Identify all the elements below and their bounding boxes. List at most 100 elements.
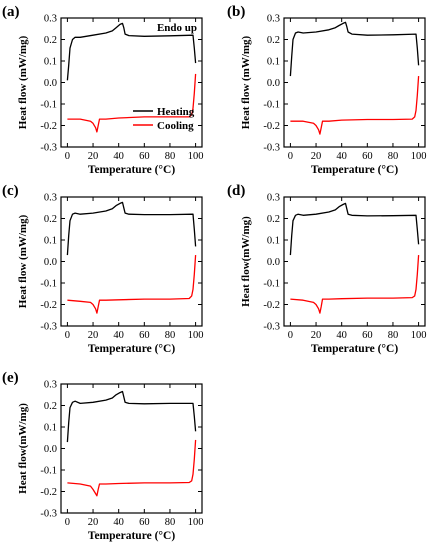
y-axis-label: Heat flow (mW/mg): [17, 35, 29, 129]
y-tick-label: -0.1: [263, 279, 280, 290]
legend-label: Heating: [157, 106, 195, 118]
x-tick-label: 100: [411, 330, 427, 341]
x-axis-label: Temperature (°C): [88, 164, 175, 176]
legend-label: Cooling: [157, 120, 194, 132]
x-tick-label: 80: [388, 330, 399, 341]
x-tick-label: 100: [188, 151, 204, 162]
y-tick-label: 0.0: [44, 444, 57, 455]
x-tick-label: 0: [65, 330, 70, 341]
x-tick-label: 20: [88, 517, 99, 528]
x-tick-label: 0: [288, 330, 293, 341]
x-axis-label: Temperature (°C): [311, 343, 398, 355]
x-tick-label: 60: [139, 151, 150, 162]
y-tick-label: 0.0: [267, 78, 280, 89]
endo-up-annotation: Endo up: [157, 22, 197, 34]
panel-label: (d): [227, 183, 245, 199]
x-tick-label: 80: [165, 330, 176, 341]
panel-label: (b): [227, 4, 245, 20]
panel-d: (d) 0 20 40 60 80 100 -0.3 -0.2 -0.1 0.0 0.1 0.2 0.3 T…: [227, 183, 426, 355]
y-tick-label: 0.3: [44, 193, 57, 204]
y-tick-label: -0.1: [263, 100, 280, 111]
y-tick-label: 0.1: [267, 236, 280, 247]
panel-label: (c): [2, 183, 19, 199]
panel-a: (a) 0 20 40 60 80 100 -0.3 -0.2 -0.1 0.0 0.1 0.2 0.3 T…: [2, 4, 203, 176]
x-tick-label: 0: [65, 517, 70, 528]
x-tick-label: 80: [388, 151, 399, 162]
y-tick-label: 0.2: [44, 214, 57, 225]
y-tick-label: -0.3: [263, 322, 280, 333]
y-tick-label: 0.0: [44, 257, 57, 268]
y-tick-label: -0.1: [40, 466, 57, 477]
heating-curve: [289, 21, 420, 77]
y-tick-label: -0.3: [40, 143, 57, 154]
x-tick-label: 60: [362, 330, 373, 341]
x-tick-label: 0: [288, 151, 293, 162]
y-tick-label: 0.1: [44, 236, 57, 247]
y-tick-label: -0.1: [40, 100, 57, 111]
y-tick-label: -0.3: [40, 509, 57, 520]
panel-c: (c) 0 20 40 60 80 100 -0.3 -0.2 -0.1 0.0 0.1 0.2 0.3 T…: [2, 183, 203, 355]
x-axis-label: Temperature (°C): [88, 343, 175, 355]
x-tick-label: 40: [336, 330, 347, 341]
x-tick-label: 40: [336, 151, 347, 162]
plot-frame: [60, 196, 203, 327]
y-axis-label: Heat flow(mW/mg): [240, 216, 252, 307]
y-tick-label: -0.1: [40, 279, 57, 290]
x-tick-label: 100: [411, 151, 427, 162]
heating-curve: [66, 390, 197, 443]
y-tick-label: 0.1: [44, 57, 57, 68]
x-tick-label: 40: [113, 330, 124, 341]
x-tick-label: 20: [88, 151, 99, 162]
cooling-curve: [67, 439, 197, 497]
x-tick-label: 20: [311, 330, 322, 341]
x-axis-label: Temperature (°C): [311, 164, 398, 176]
y-tick-label: 0.0: [44, 78, 57, 89]
x-tick-label: 20: [311, 151, 322, 162]
x-tick-label: 80: [165, 151, 176, 162]
y-tick-label: 0.0: [267, 257, 280, 268]
y-tick-label: 0.3: [44, 380, 57, 391]
x-tick-label: 80: [165, 517, 176, 528]
plot-frame: [283, 196, 426, 327]
x-tick-label: 60: [362, 151, 373, 162]
cooling-curve: [67, 255, 197, 314]
heating-curve: [66, 22, 197, 81]
y-tick-label: -0.2: [40, 487, 57, 498]
panel-e: (e) 0 20 40 60 80 100 -0.3 -0.2 -0.1 0.0 0.1 0.2 0.3 T…: [2, 370, 203, 542]
y-tick-label: 0.2: [44, 35, 57, 46]
y-tick-label: 0.3: [267, 14, 280, 25]
y-tick-label: -0.2: [40, 121, 57, 132]
panel-b: (b) 0 20 40 60 80 100 -0.3 -0.2 -0.1 0.0 0.1 0.2 0.3 T…: [227, 4, 426, 176]
heating-curve: [66, 201, 197, 256]
panel-label: (e): [2, 370, 19, 386]
y-tick-label: -0.3: [263, 143, 280, 154]
x-tick-label: 60: [139, 330, 150, 341]
y-tick-label: 0.2: [267, 35, 280, 46]
y-axis-label: Heat flow (mW/mg): [240, 35, 252, 129]
x-tick-label: 100: [188, 330, 204, 341]
x-axis-label: Temperature (°C): [88, 530, 175, 542]
cooling-curve: [290, 76, 420, 135]
y-tick-label: -0.2: [40, 300, 57, 311]
cooling-curve: [290, 255, 420, 314]
x-tick-label: 20: [88, 330, 99, 341]
y-axis-label: Heat flow (mW/mg): [17, 214, 29, 308]
plot-frame: [283, 17, 426, 148]
y-tick-label: 0.3: [267, 193, 280, 204]
y-tick-label: -0.3: [40, 322, 57, 333]
y-tick-label: -0.2: [263, 300, 280, 311]
panel-label: (a): [2, 4, 20, 20]
y-tick-label: 0.2: [267, 214, 280, 225]
y-tick-label: 0.1: [44, 423, 57, 434]
cooling-curve: [67, 73, 197, 133]
y-tick-label: 0.2: [44, 401, 57, 412]
x-tick-label: 100: [188, 517, 204, 528]
x-tick-label: 0: [65, 151, 70, 162]
y-tick-label: -0.2: [263, 121, 280, 132]
x-tick-label: 40: [113, 151, 124, 162]
heating-curve: [289, 202, 420, 256]
y-tick-label: 0.3: [44, 14, 57, 25]
x-tick-label: 40: [113, 517, 124, 528]
y-axis-label: Heat flow(mW/mg): [17, 403, 29, 494]
